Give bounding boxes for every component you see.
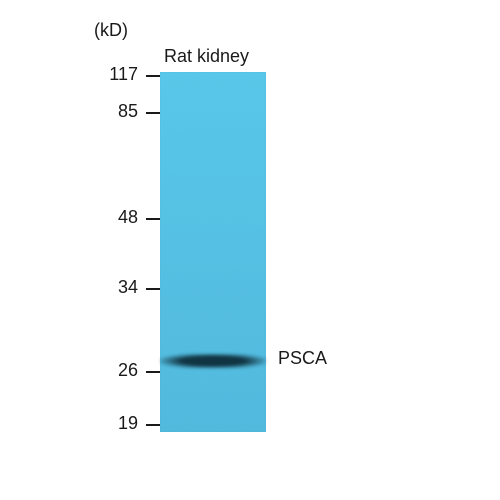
mw-marker-label: 48 xyxy=(88,207,138,228)
mw-marker-tick xyxy=(146,218,160,220)
target-protein-label: PSCA xyxy=(278,348,327,369)
unit-label: (kD) xyxy=(94,20,128,41)
blot-figure: (kD) Rat kidney PSCA 117 85 48 34 26 19 xyxy=(60,20,440,460)
mw-marker-tick xyxy=(146,75,160,77)
lane-background xyxy=(160,72,266,432)
mw-marker-label: 26 xyxy=(88,360,138,381)
mw-marker-label: 85 xyxy=(88,101,138,122)
mw-marker-label: 19 xyxy=(88,413,138,434)
mw-marker-tick xyxy=(146,112,160,114)
protein-band xyxy=(160,354,266,368)
mw-marker-tick xyxy=(146,288,160,290)
blot-lane xyxy=(160,72,266,432)
mw-marker-label: 34 xyxy=(88,277,138,298)
mw-marker-tick xyxy=(146,371,160,373)
mw-marker-label: 117 xyxy=(88,64,138,85)
mw-marker-tick xyxy=(146,424,160,426)
lane-header: Rat kidney xyxy=(164,46,249,67)
